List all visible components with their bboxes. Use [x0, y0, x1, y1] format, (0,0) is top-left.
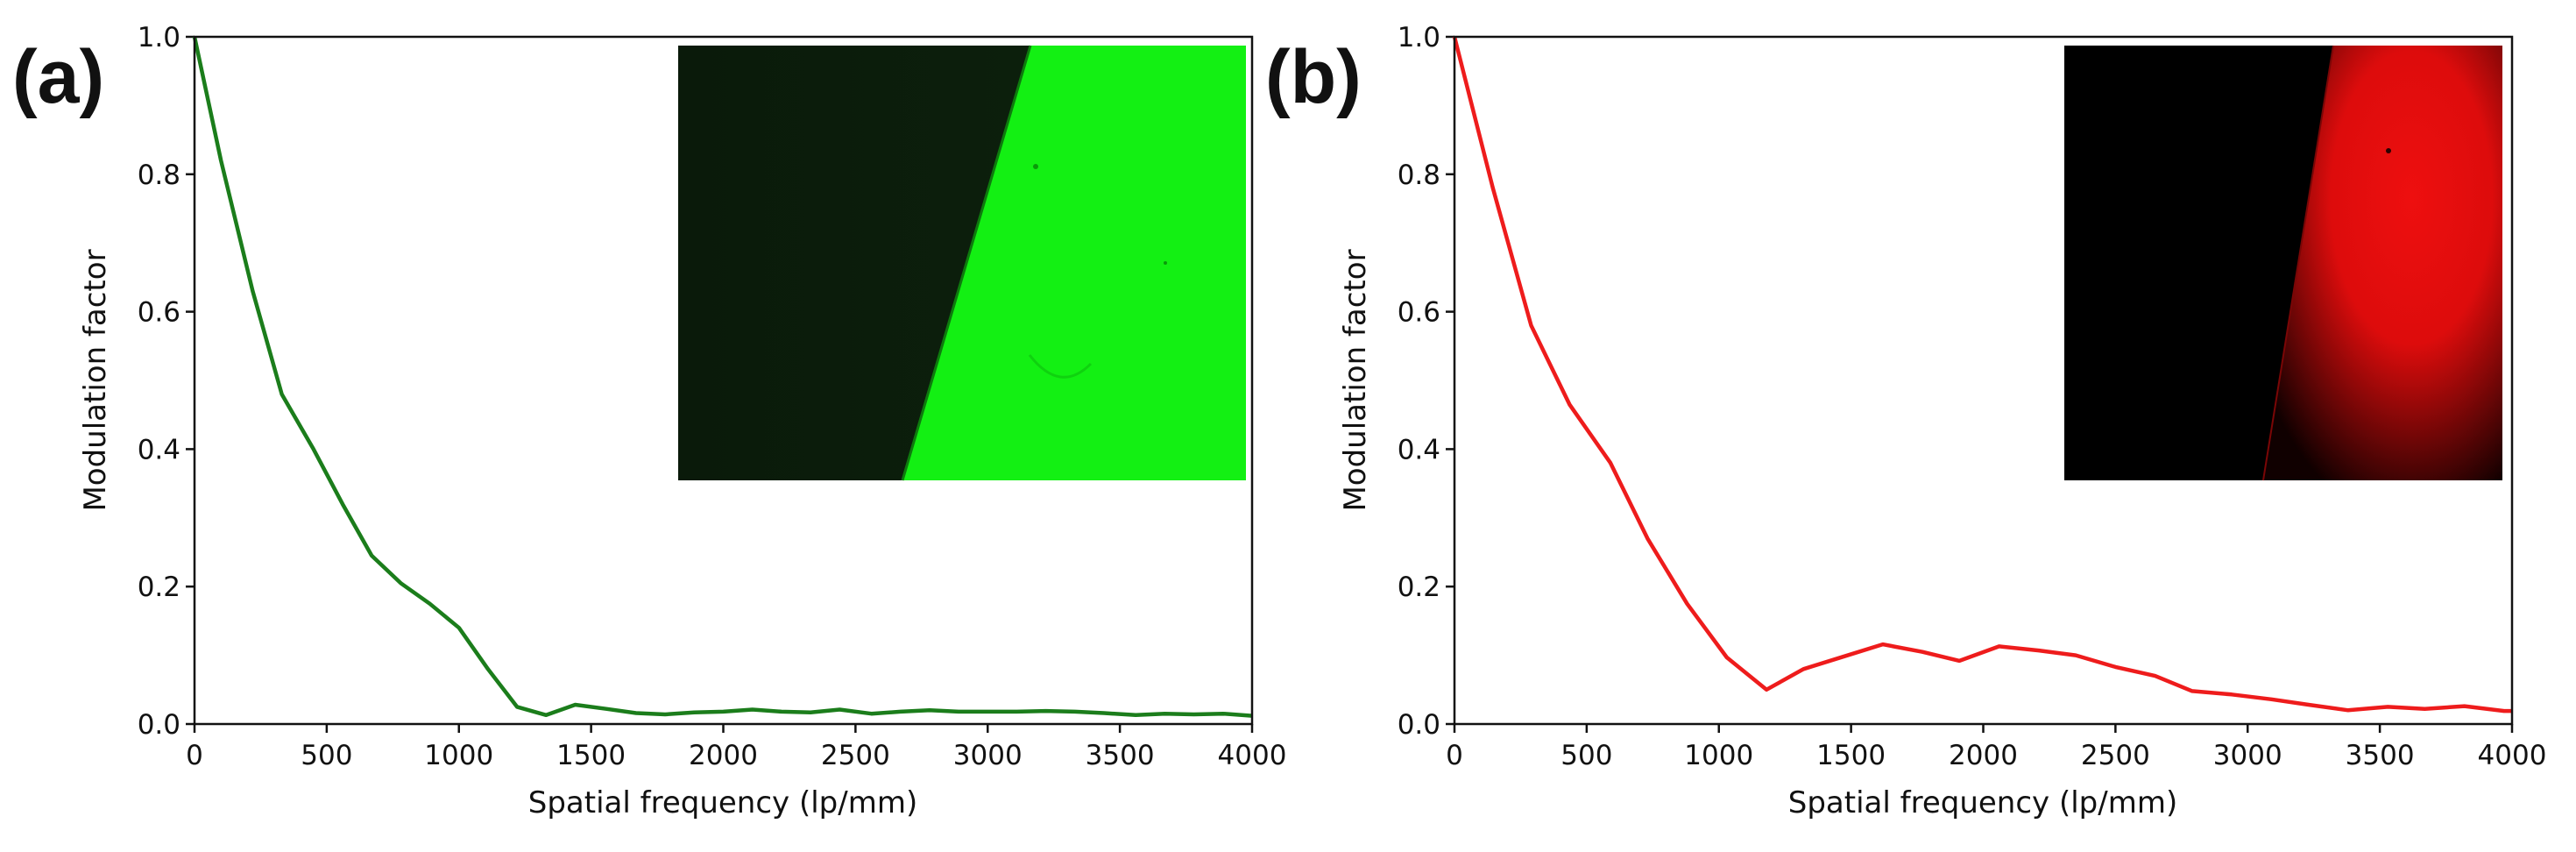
panel-b-x-tick-label: 2500	[2081, 740, 2150, 771]
panel-b-axes-frame	[1453, 35, 2514, 726]
panel-a-y-tick-label: 0.6	[138, 297, 180, 329]
panel-a-chart: (a) 0.0 0.2 0.4 0.6 0.8 1.0 0 500 1000 1500 2000 2…	[12, 22, 1286, 820]
panel-b-x-tick-label: 4000	[2478, 740, 2547, 771]
panel-b-y-tick-label: 0.8	[1398, 160, 1440, 191]
panel-a-green-curve	[192, 36, 1253, 718]
panel-a-x-tick-label: 3000	[953, 740, 1023, 771]
panel-a-x-tick-label: 1500	[556, 740, 626, 771]
panel-a-x-tick-label: 2500	[821, 740, 890, 771]
panel-a-label: (a)	[12, 35, 104, 119]
panel-b-x-ticks: 0 500 1000 1500 2000 2500 3000 3500 4000	[1446, 724, 2546, 771]
panel-a-y-tick-label: 1.0	[138, 22, 180, 53]
panel-b-y-tick-label: 0.0	[1398, 709, 1440, 741]
panel-a-y-tick-label: 0.4	[138, 434, 180, 465]
panel-a-inset-image	[678, 45, 1246, 481]
panel-b-x-tick-label: 1000	[1684, 740, 1753, 771]
panel-a-axes-frame	[193, 35, 1254, 726]
panel-a-x-tick-label: 500	[301, 740, 352, 771]
panel-b-x-tick-label: 500	[1560, 740, 1612, 771]
panel-b-x-tick-label: 2000	[1949, 740, 2018, 771]
panel-a-y-tick-label: 0.8	[138, 160, 180, 191]
panel-b-red-curve	[1452, 36, 2512, 714]
panel-a-x-tick-label: 3500	[1086, 740, 1155, 771]
panel-b-y-axis-label: Modulation factor	[1338, 249, 1373, 511]
panel-a-x-tick-label: 0	[186, 740, 203, 771]
panel-b-x-tick-label: 0	[1446, 740, 1463, 771]
panel-b-x-tick-label: 1500	[1816, 740, 1886, 771]
panel-a-x-axis-label: Spatial frequency (lp/mm)	[528, 785, 917, 820]
panel-a-y-tick-label: 0.2	[138, 572, 180, 603]
panel-b-x-tick-label: 3500	[2346, 740, 2415, 771]
panel-b-inset-image	[2064, 45, 2502, 481]
panel-b-x-axis-label: Spatial frequency (lp/mm)	[1788, 785, 2177, 820]
panel-a-x-tick-label: 2000	[689, 740, 758, 771]
panel-a-x-tick-label: 4000	[1218, 740, 1287, 771]
panel-b-y-ticks: 0.0 0.2 0.4 0.6 0.8 1.0	[1398, 22, 1454, 741]
panel-b-chart: (b) 0.0 0.2 0.4 0.6 0.8 1.0 0 500 1000 1500 2000 2…	[1265, 22, 2546, 820]
panel-b-x-tick-label: 3000	[2213, 740, 2282, 771]
panel-a-y-ticks: 0.0 0.2 0.4 0.6 0.8 1.0	[138, 22, 195, 741]
panel-b-label: (b)	[1265, 35, 1362, 119]
panel-b-y-tick-label: 0.6	[1398, 297, 1440, 329]
panel-a-y-tick-label: 0.0	[138, 709, 180, 741]
panel-a-bright-region	[902, 46, 1246, 480]
panel-a-y-axis-label: Modulation factor	[78, 249, 113, 511]
panel-a-x-tick-label: 1000	[424, 740, 493, 771]
panel-b-y-tick-label: 0.4	[1398, 434, 1440, 465]
panel-b-y-tick-label: 1.0	[1398, 22, 1440, 53]
panel-b-bright-region	[2263, 46, 2502, 480]
panel-a-x-ticks: 0 500 1000 1500 2000 2500 3000 3500 4000	[186, 724, 1286, 771]
panel-b-y-tick-label: 0.2	[1398, 572, 1440, 603]
